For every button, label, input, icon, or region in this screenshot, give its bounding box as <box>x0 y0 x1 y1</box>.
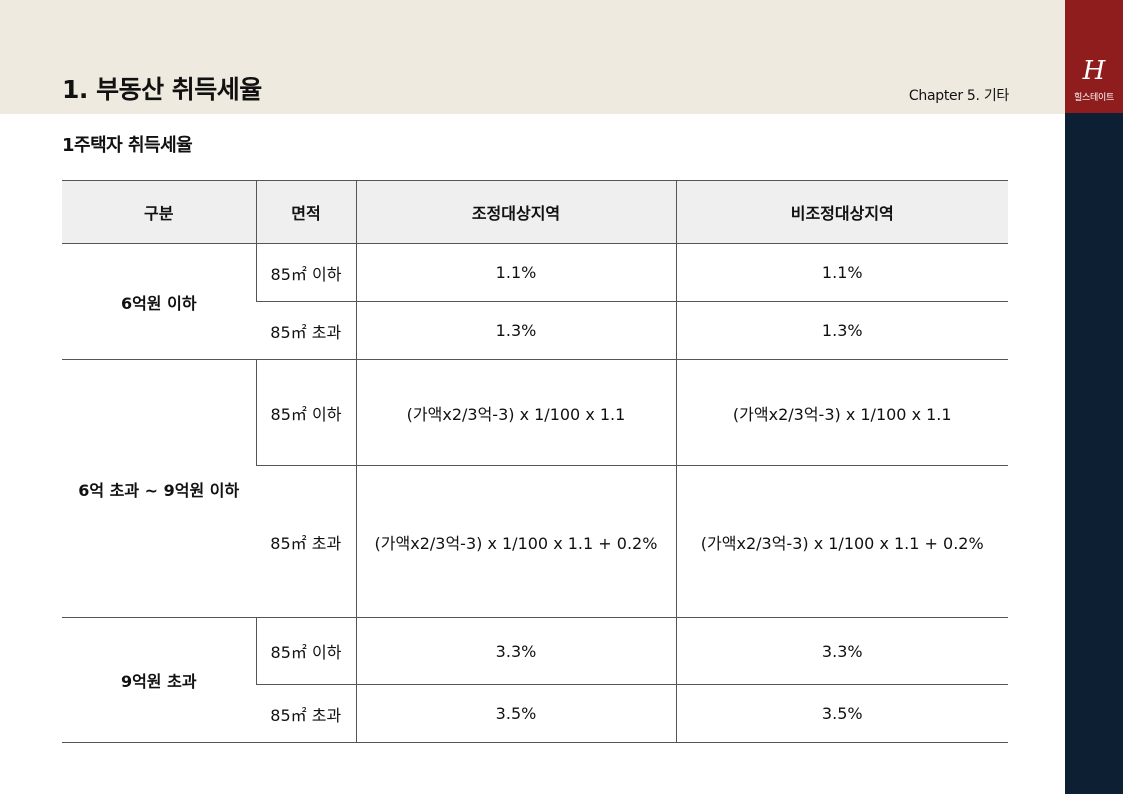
section-title: 1주택자 취득세율 <box>62 135 193 156</box>
adjusted-rate-cell: 1.3% <box>355 301 676 360</box>
table-row: 85㎡ 초과 (가액x2/3억-3) x 1/100 x 1.1 + 0.2% … <box>62 465 1008 618</box>
non-adjusted-rate-cell: (가액x2/3억-3) x 1/100 x 1.1 <box>675 359 1008 466</box>
brand-logo-icon: H <box>1082 56 1106 86</box>
brand-logo-box: H 힐스테이트 <box>1065 0 1123 113</box>
area-cell: 85㎡ 초과 <box>256 465 356 618</box>
brand-name: 힐스테이트 <box>1074 93 1114 103</box>
table-row: 9억원 초과 85㎡ 이하 3.3% 3.3% <box>62 617 1008 743</box>
area-cell: 85㎡ 이하 <box>255 243 356 302</box>
price-group-label: 6억 초과 ~ 9억원 이하 <box>62 359 256 618</box>
non-adjusted-rate-cell: 3.5% <box>675 684 1008 743</box>
area-cell: 85㎡ 이하 <box>255 617 356 685</box>
header-non-adjusted-region: 비조정대상지역 <box>675 180 1008 244</box>
adjusted-rate-cell: 3.3% <box>355 617 676 685</box>
area-cell: 85㎡ 초과 <box>256 301 356 360</box>
header-category: 구분 <box>62 180 256 244</box>
non-adjusted-rate-cell: (가액x2/3억-3) x 1/100 x 1.1 + 0.2% <box>675 465 1008 618</box>
non-adjusted-rate-cell: 1.1% <box>675 243 1008 302</box>
price-group-label: 6억원 이하 <box>62 243 256 360</box>
header-adjusted-region: 조정대상지역 <box>355 180 676 244</box>
non-adjusted-rate-cell: 1.3% <box>675 301 1008 360</box>
adjusted-rate-cell: 3.5% <box>355 684 676 743</box>
area-cell: 85㎡ 초과 <box>256 684 356 743</box>
chapter-label: Chapter 5. 기타 <box>908 88 1009 104</box>
price-group-label: 9억원 초과 <box>62 617 256 743</box>
header-area: 면적 <box>255 180 356 244</box>
table-header-row: 구분 면적 조정대상지역 비조정대상지역 <box>62 180 1008 244</box>
header-band <box>0 0 1065 114</box>
adjusted-rate-cell: (가액x2/3억-3) x 1/100 x 1.1 <box>355 359 676 466</box>
tax-rate-table: 구분 면적 조정대상지역 비조정대상지역 6억원 이하 85㎡ 이하 1.1% … <box>62 180 1008 743</box>
table-row: 85㎡ 초과 1.3% 1.3% <box>62 301 1008 360</box>
table-row: 85㎡ 초과 3.5% 3.5% <box>62 684 1008 743</box>
table-row: 6억원 이하 85㎡ 이하 1.1% 1.1% <box>62 243 1008 360</box>
table-row: 6억 초과 ~ 9억원 이하 85㎡ 이하 (가액x2/3억-3) x 1/10… <box>62 359 1008 618</box>
non-adjusted-rate-cell: 3.3% <box>675 617 1008 685</box>
adjusted-rate-cell: (가액x2/3억-3) x 1/100 x 1.1 + 0.2% <box>355 465 676 618</box>
page-title: 1. 부동산 취득세율 <box>62 75 262 104</box>
adjusted-rate-cell: 1.1% <box>355 243 676 302</box>
area-cell: 85㎡ 이하 <box>255 359 356 466</box>
sidebar: H 힐스테이트 <box>1065 0 1123 794</box>
